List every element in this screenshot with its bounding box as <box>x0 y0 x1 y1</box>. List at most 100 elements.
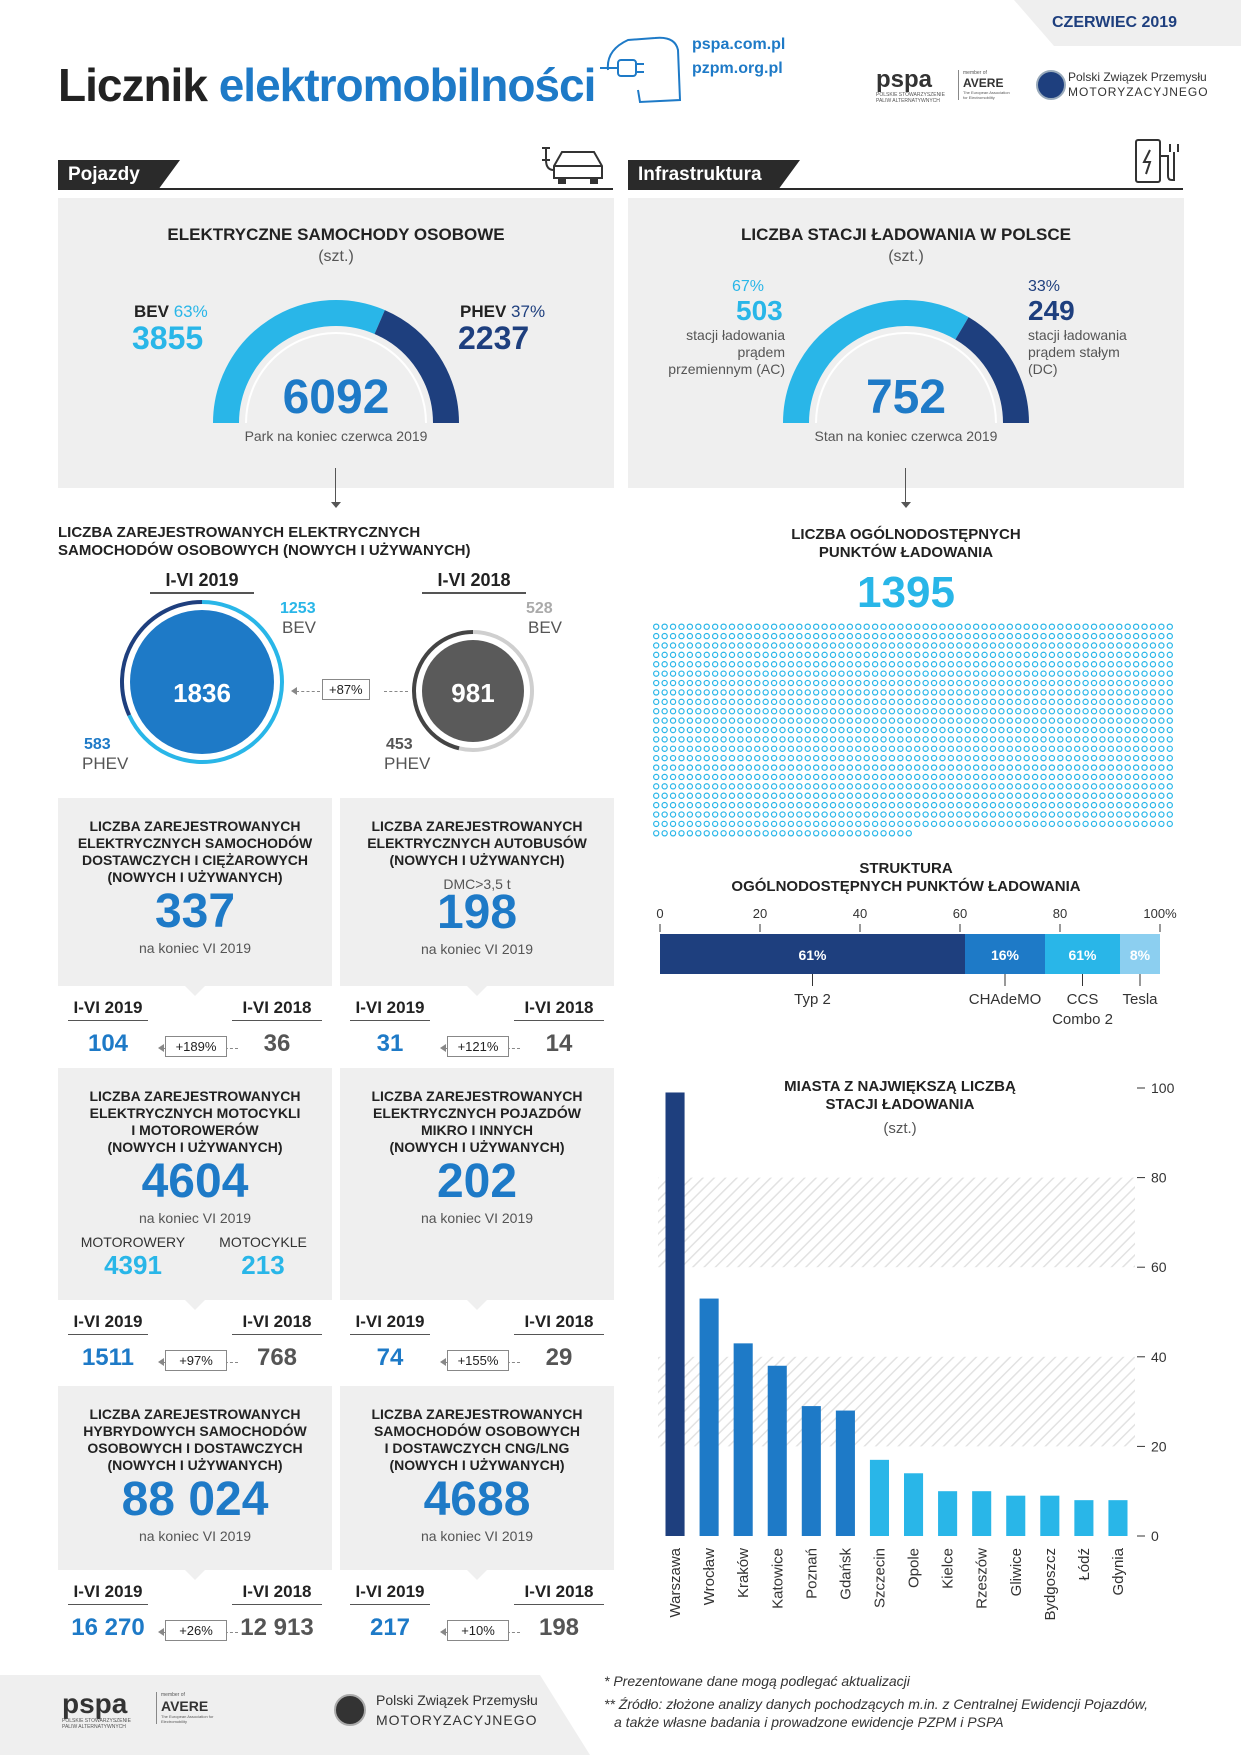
charging-point-dot <box>1031 726 1039 734</box>
cities-category-label: Łódź <box>1076 1548 1093 1581</box>
charging-point-dot <box>1099 670 1106 677</box>
charging-point-dot <box>1116 708 1123 715</box>
charging-point-dot <box>1149 811 1157 818</box>
charging-point-dot <box>947 801 955 809</box>
charging-point-dot <box>661 698 668 706</box>
charging-point-dot <box>981 792 988 799</box>
charging-point-dot <box>779 698 786 706</box>
structure-segment-name: CHAdeMO <box>969 991 1042 1008</box>
cities-bar <box>938 1491 958 1536</box>
charging-point-dot <box>711 811 719 818</box>
charging-point-dot <box>838 670 845 677</box>
charging-point-dot <box>855 783 862 790</box>
charging-point-dot <box>1006 651 1014 659</box>
charging-point-dot <box>669 783 677 790</box>
cities-category-label: Szczecin <box>871 1548 888 1608</box>
charging-point-dot <box>770 764 778 771</box>
stations-dc-desc2: prądem stałym <box>1028 344 1120 360</box>
charging-point-dot <box>905 708 912 715</box>
charging-point-dot <box>796 651 803 659</box>
charging-point-dot <box>661 820 668 828</box>
charging-point-dot <box>1040 708 1047 715</box>
footer-avere-logo-small: member of <box>161 1692 185 1698</box>
charging-point-dot <box>897 820 904 828</box>
charging-point-dot <box>863 651 870 659</box>
charging-point-dot <box>728 717 736 724</box>
charging-point-dot <box>981 811 988 818</box>
charging-point-dot <box>669 623 677 630</box>
charging-point-dot <box>669 773 677 781</box>
charging-point-dot <box>855 792 862 799</box>
charging-point-dot <box>703 811 710 818</box>
hybrids-label-2019-line <box>68 1604 148 1605</box>
charging-point-dot <box>838 726 845 734</box>
charging-point-dot <box>720 764 727 771</box>
charging-point-dot <box>720 736 727 743</box>
hybrids-label-2018: I-VI 2018 <box>242 1582 312 1601</box>
charging-point-dot <box>981 689 988 696</box>
charging-point-dot <box>922 764 929 771</box>
charging-point-dot <box>1040 642 1047 649</box>
registered-change-arrow-head <box>291 687 297 695</box>
charging-point-dot <box>1166 651 1173 659</box>
cities-bar <box>869 1459 890 1536</box>
charging-point-dot <box>1048 783 1056 790</box>
charging-point-dot <box>762 792 769 799</box>
charging-point-dot <box>888 651 896 659</box>
hybrids-change-arrow-head <box>158 1628 164 1636</box>
charging-point-dot <box>863 717 870 724</box>
charging-point-dot <box>1107 736 1115 743</box>
charging-point-dot <box>686 698 694 706</box>
charging-point-dot <box>787 670 795 677</box>
charging-point-dot <box>745 698 753 706</box>
charging-point-dot <box>686 830 694 837</box>
micro-title-line: MIKRO I INNYCH <box>421 1122 533 1138</box>
charging-point-dot <box>1057 745 1064 752</box>
charging-point-dot <box>754 642 761 649</box>
charging-point-dot <box>703 689 710 696</box>
charging-point-dot <box>1090 670 1098 677</box>
charging-point-dot <box>838 754 845 762</box>
charging-point-dot <box>1124 717 1131 724</box>
charging-point-dot <box>922 717 929 724</box>
charging-point-dot <box>998 773 1005 781</box>
charging-point-dot <box>1065 698 1072 706</box>
charging-point-dot <box>1158 642 1165 649</box>
charging-point-dot <box>981 661 988 668</box>
link-pspa[interactable]: pspa.com.pl <box>692 36 786 53</box>
charging-point-dot <box>812 708 820 715</box>
structure-segment <box>660 934 965 974</box>
charging-point-dot <box>1023 764 1030 771</box>
charging-point-dot <box>1090 698 1098 706</box>
charging-point-dot <box>695 736 702 743</box>
charging-point-dot <box>846 773 854 781</box>
charging-point-dot <box>812 698 820 706</box>
charging-point-dot <box>796 708 803 715</box>
charging-point-dot <box>947 726 955 734</box>
charging-point-dot <box>956 792 963 799</box>
charging-point-dot <box>737 661 744 668</box>
charging-point-dot <box>1040 801 1047 809</box>
charging-point-dot <box>1141 708 1148 715</box>
cars-total: 6092 <box>282 371 390 424</box>
registered-title: LICZBA ZAREJESTROWANYCH ELEKTRYCZNYCH SA… <box>58 524 470 560</box>
section-infrastructure-line <box>628 188 1183 190</box>
charging-point-dot <box>669 679 677 687</box>
cities-ytick-label: 40 <box>1151 1349 1167 1365</box>
stations-ac-desc: stacji ładowania prądem przemiennym (AC) <box>640 327 785 378</box>
charging-point-dot <box>686 754 694 762</box>
cng-title: LICZBA ZAREJESTROWANYCH SAMOCHODÓW OSOBOW… <box>340 1406 614 1474</box>
charging-point-dot <box>703 783 710 790</box>
charging-point-dot <box>1107 708 1115 715</box>
motorcycles-value-2018: 768 <box>256 1344 298 1371</box>
charging-point-dot <box>1149 651 1157 659</box>
footer-note2: ** Źródło: złożone analizy danych pochod… <box>604 1696 1148 1712</box>
charging-point-dot <box>695 830 702 837</box>
charging-point-dot <box>947 642 955 649</box>
charging-point-dot <box>695 820 702 828</box>
charging-point-dot <box>1073 642 1081 649</box>
charging-point-dot <box>711 773 719 781</box>
charging-point-dot <box>897 623 904 630</box>
charging-point-dot <box>829 689 837 696</box>
link-pzpm[interactable]: pzpm.org.pl <box>692 60 783 77</box>
